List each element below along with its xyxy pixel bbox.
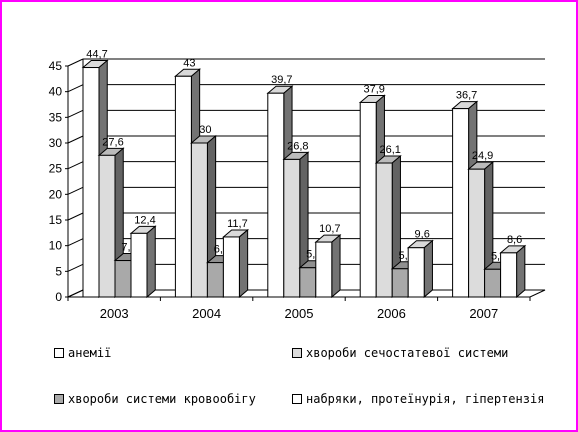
- bar: [206, 262, 224, 298]
- bar: [315, 241, 333, 298]
- data-label: 12,4: [134, 214, 155, 226]
- y-tick-label: 45: [49, 59, 63, 73]
- data-label: 44,7: [86, 49, 107, 61]
- legend-item-circulatory: хвороби системи кровообігу: [54, 392, 256, 406]
- bar: [468, 168, 486, 298]
- bar: [299, 267, 317, 298]
- y-tick-label: 25: [49, 162, 63, 176]
- data-label: 10,7: [319, 223, 340, 235]
- bar: [222, 236, 240, 298]
- gridline-depth: [67, 135, 84, 144]
- bar: [452, 108, 470, 298]
- legend-label-circulatory: хвороби системи кровообігу: [68, 392, 256, 406]
- data-label: 8,6: [507, 234, 522, 246]
- data-label: 27,6: [102, 136, 123, 148]
- data-label: 39,7: [271, 74, 292, 86]
- bar: [375, 162, 393, 298]
- gridline-depth: [67, 186, 84, 195]
- data-label: 26,8: [287, 140, 308, 152]
- bar: [130, 232, 148, 298]
- legend-label-edema: набряки, протеїнурія, гіпертензія: [306, 392, 545, 406]
- gridline-depth: [67, 84, 84, 93]
- bar: [391, 268, 409, 298]
- data-label: 36,7: [456, 90, 477, 102]
- data-label: 30: [199, 124, 211, 136]
- bar-side: [146, 225, 156, 299]
- y-tick-label: 0: [55, 290, 62, 304]
- gridline-depth: [67, 263, 84, 272]
- legend-swatch-edema: [292, 394, 302, 404]
- gridline-depth: [67, 58, 84, 67]
- bar: [114, 260, 132, 298]
- y-tick-label: 5: [55, 264, 62, 278]
- bar: [174, 75, 192, 298]
- y-tick-label: 40: [49, 85, 63, 99]
- legend-item-edema: набряки, протеїнурія, гіпертензія: [292, 392, 544, 406]
- legend-item-urogenital: хвороби сечостатевої системи: [292, 346, 508, 360]
- data-label: 43: [183, 57, 195, 69]
- x-tick-label: 2003: [100, 306, 129, 321]
- gridline-depth: [67, 109, 84, 118]
- x-tick-label: 2004: [192, 306, 221, 321]
- data-label: 24,9: [472, 150, 493, 162]
- bar: [407, 247, 425, 298]
- legend-swatch-urogenital: [292, 348, 302, 358]
- legend-item-anemia: анемії: [54, 346, 111, 360]
- bar-side: [423, 239, 433, 299]
- legend-label-urogenital: хвороби сечостатевої системи: [306, 346, 509, 360]
- legend-swatch-circulatory: [54, 394, 64, 404]
- data-label: 5,7: [306, 249, 321, 261]
- gridline-depth: [67, 212, 84, 221]
- y-tick-label: 10: [49, 239, 63, 253]
- bar-side: [238, 228, 249, 299]
- data-label: 37,9: [363, 83, 384, 95]
- bar: [500, 252, 518, 298]
- legend-label-anemia: анемії: [68, 346, 112, 360]
- y-tick-label: 35: [49, 110, 63, 124]
- data-label: 11,7: [227, 218, 248, 230]
- data-label: 26,1: [379, 144, 400, 156]
- gridline-depth: [67, 238, 84, 247]
- bar: [190, 142, 208, 298]
- bar: [359, 101, 377, 298]
- legend-swatch-anemia: [54, 348, 64, 358]
- bar: [98, 154, 116, 298]
- bar-side: [516, 244, 526, 299]
- gridline-depth: [67, 161, 84, 170]
- bar: [82, 67, 100, 298]
- y-tick-label: 15: [49, 213, 63, 227]
- bar: [267, 92, 285, 298]
- x-tick-label: 2006: [377, 306, 406, 321]
- bar-side: [331, 233, 341, 299]
- y-tick-label: 30: [49, 136, 63, 150]
- bar: [283, 158, 301, 298]
- x-tick-label: 2007: [469, 306, 498, 321]
- data-label: 9,6: [415, 229, 430, 241]
- x-tick-label: 2005: [285, 306, 314, 321]
- bar: [484, 268, 502, 298]
- y-tick-label: 20: [49, 187, 63, 201]
